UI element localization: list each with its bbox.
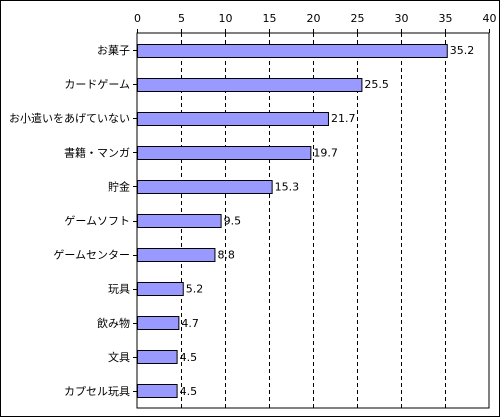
value-label: 15.3	[275, 180, 300, 193]
bar	[137, 316, 180, 330]
category-axis: お菓子カードゲームお小遣いをあげていない書籍・マンガ貯金ゲームソフトゲームセンタ…	[9, 44, 137, 398]
x-tick-label: 15	[263, 12, 277, 25]
value-label: 4.5	[180, 351, 198, 364]
x-axis: 0 5 10 15 20 25 30 35 40	[134, 12, 497, 33]
value-label: 35.2	[450, 44, 475, 57]
x-tick-label: 5	[178, 12, 185, 25]
category-label: カプセル玩具	[64, 385, 130, 398]
x-tick-label: 40	[483, 12, 497, 25]
category-label: ゲームセンター	[53, 249, 130, 262]
value-label: 8.8	[217, 249, 235, 262]
category-label: 書籍・マンガ	[64, 145, 130, 159]
x-tick-label: 35	[439, 12, 453, 25]
bar	[137, 350, 178, 364]
bar	[137, 214, 222, 228]
value-label: 4.5	[180, 385, 198, 398]
bar	[137, 112, 329, 126]
value-label: 25.5	[364, 78, 389, 91]
category-label: カードゲーム	[64, 78, 130, 91]
value-label: 4.7	[181, 317, 199, 330]
bar	[137, 384, 178, 398]
x-tick-label: 0	[134, 12, 141, 25]
category-label: 飲み物	[97, 316, 130, 330]
bars: 35.2 25.5 21.7 19.7 15.3 9.5 8.8 5.2 4.7 4.5 4.5	[137, 44, 475, 398]
value-label: 9.5	[224, 215, 242, 228]
bar	[137, 44, 448, 58]
category-label: ゲームソフト	[64, 215, 130, 228]
bar	[137, 248, 216, 262]
category-label: お菓子	[97, 44, 130, 57]
x-tick-label: 25	[351, 12, 365, 25]
bar	[137, 282, 184, 296]
x-tick-label: 10	[219, 12, 233, 25]
category-label: 玩具	[108, 283, 130, 296]
category-label: 文具	[108, 350, 130, 364]
x-tick-label: 20	[307, 12, 321, 25]
category-label: お小遣いをあげていない	[9, 111, 130, 125]
x-tick-label: 30	[395, 12, 409, 25]
value-label: 21.7	[331, 112, 356, 125]
bar	[137, 78, 363, 92]
value-label: 19.7	[313, 146, 338, 159]
category-label: 貯金	[108, 179, 130, 193]
bar	[137, 180, 273, 194]
value-label: 5.2	[186, 283, 204, 296]
bar	[137, 146, 312, 160]
